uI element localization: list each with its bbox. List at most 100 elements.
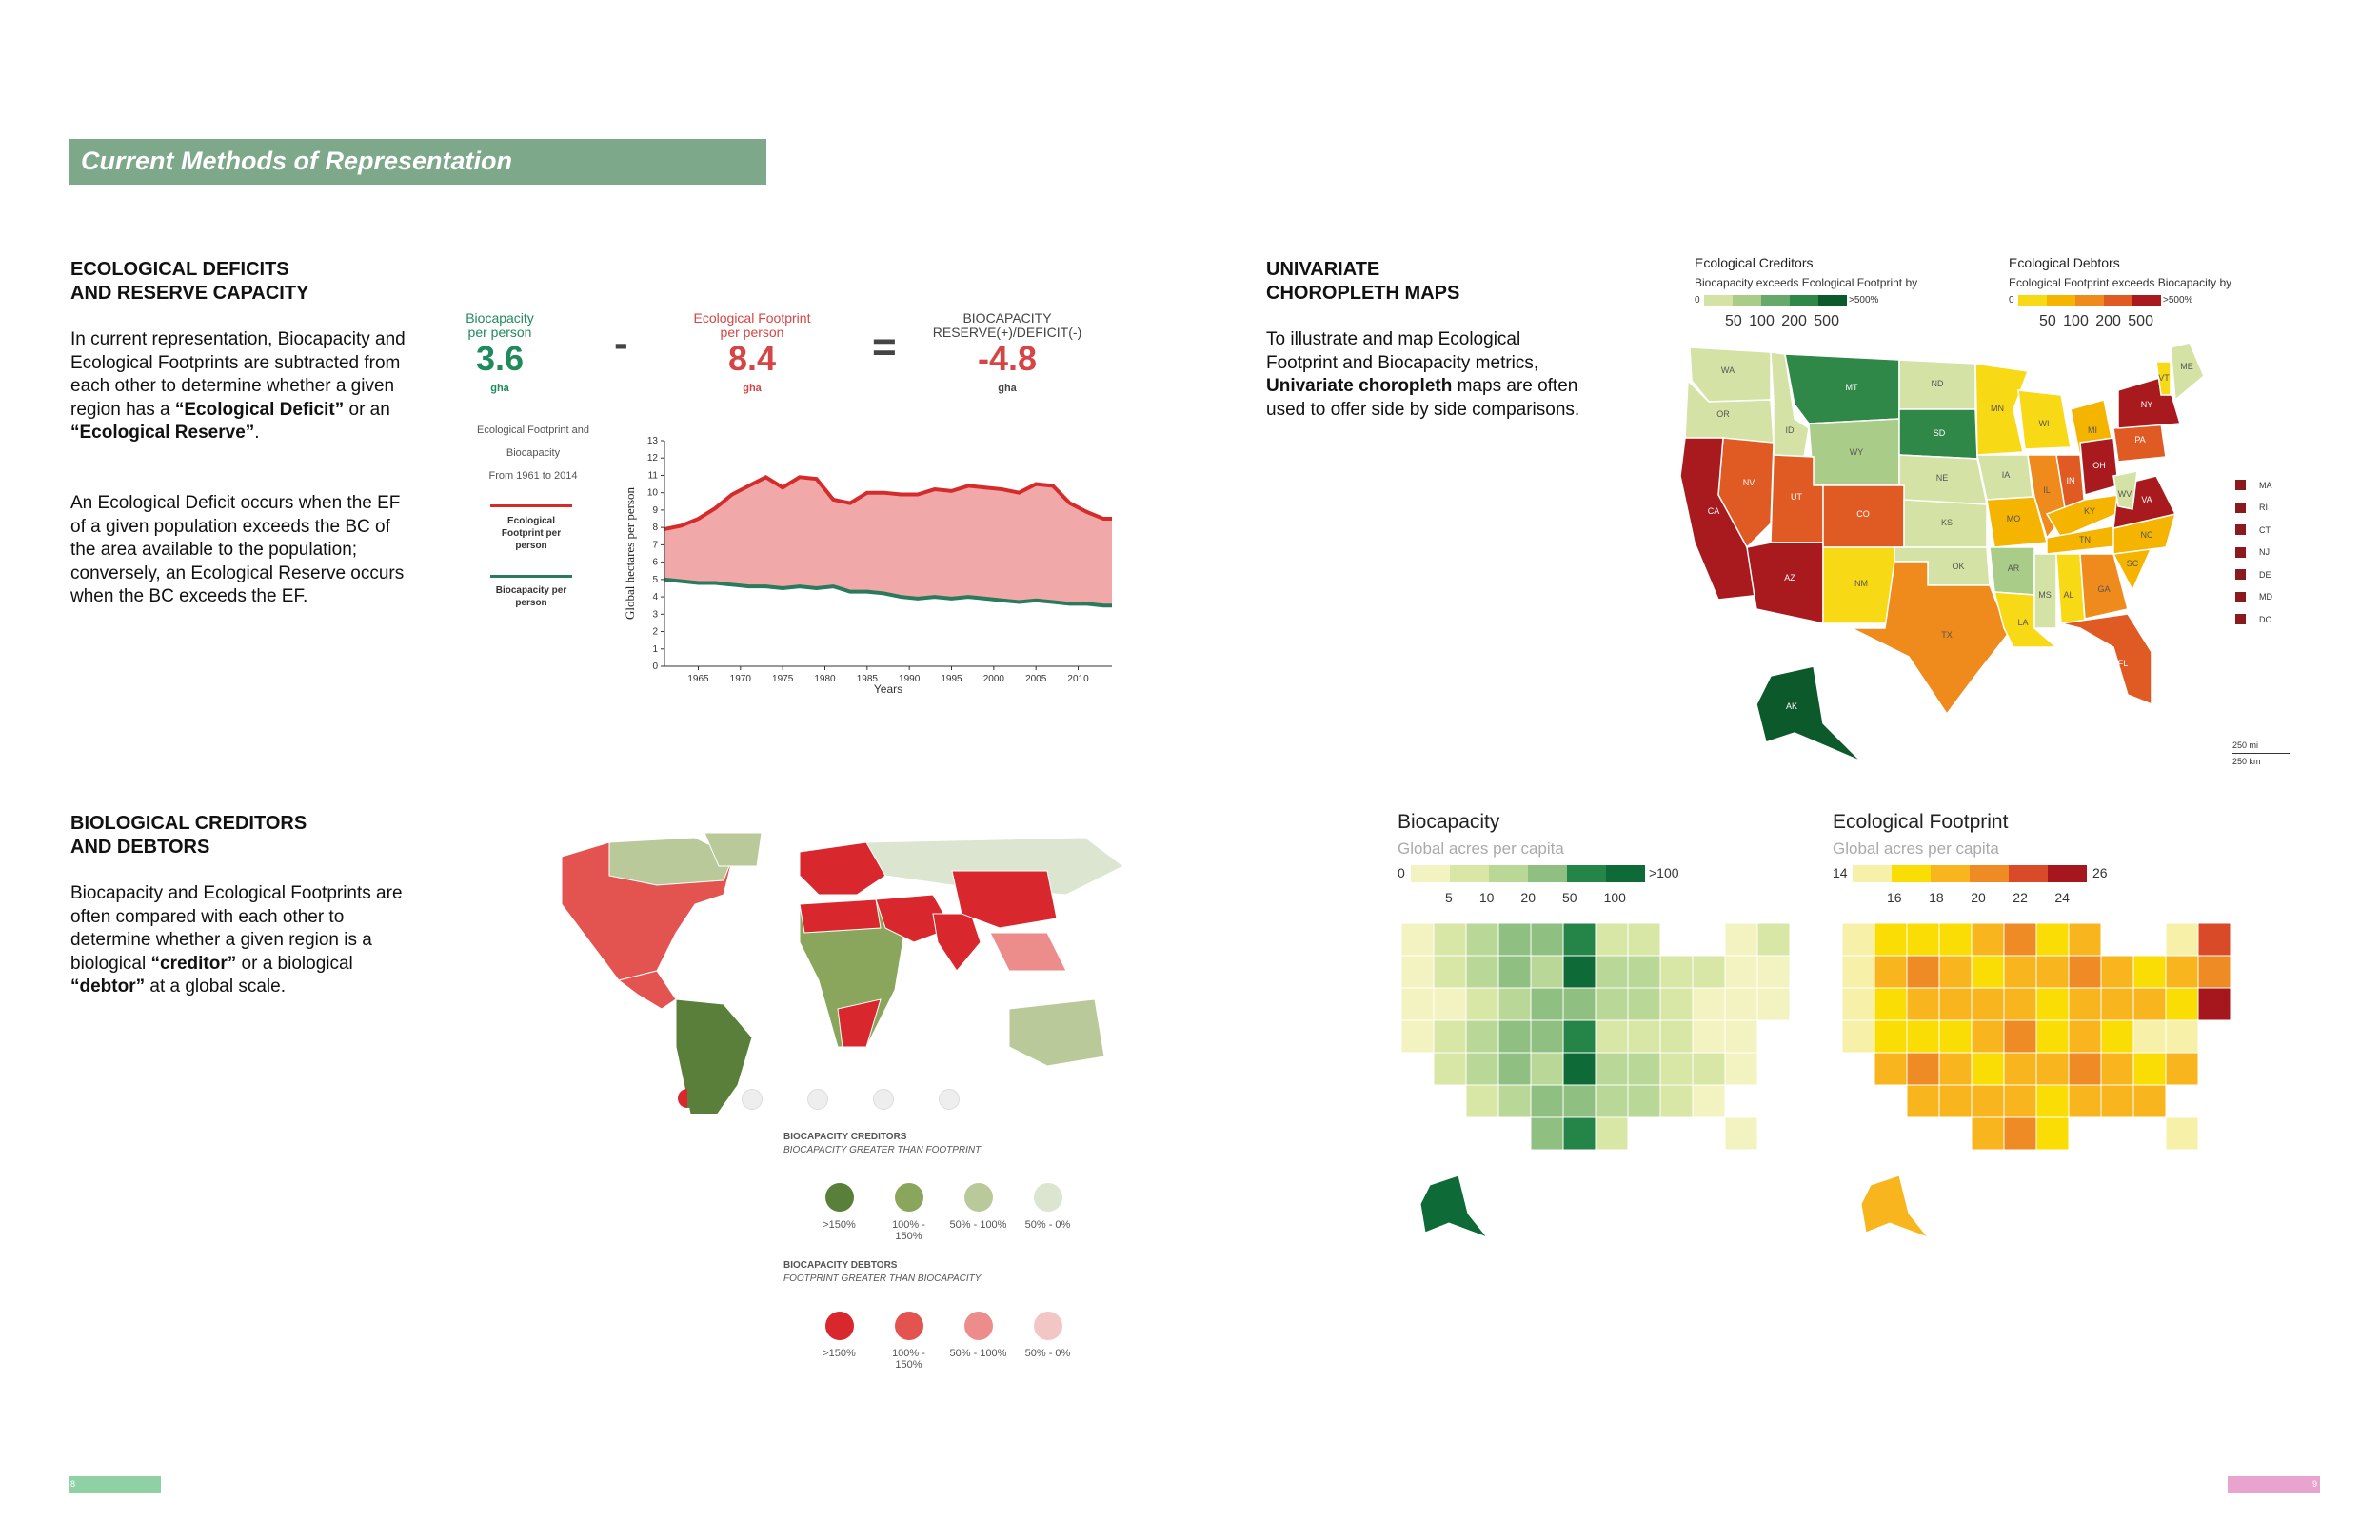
small-state-label: MD (2259, 592, 2272, 602)
legend-tick: 500 (1814, 313, 1839, 329)
footer-right-tab: 9 (2228, 1476, 2320, 1493)
footprint-value: 8.4 (727, 339, 777, 378)
legend-swatch (2104, 295, 2132, 306)
map-region (1465, 1019, 1499, 1054)
legend-circle-label: >150% (823, 1219, 856, 1231)
y-tick-label: 11 (648, 470, 659, 481)
small-state-label: RI (2259, 503, 2268, 513)
legend-tick: 200 (2095, 313, 2121, 329)
y-axis-label: Global hectares per person (623, 487, 637, 620)
x-tick-label: 2005 (1025, 674, 1047, 684)
legend-circle (1033, 1183, 1062, 1212)
state-label: SC (2127, 559, 2139, 568)
legend-swatch (1567, 865, 1606, 882)
map-region (1971, 1052, 2005, 1086)
small-states-legend: MA RI CT NJ DE MD DC (2235, 474, 2272, 631)
map-region (1497, 1052, 1532, 1086)
us-creditors-debtors-map: WA OR ID MT WY ND SD NE MN IA WI MI NV CA UT AZ CO NM KS OK… (1680, 343, 2205, 762)
state-label: ID (1786, 425, 1795, 435)
map-region (2132, 955, 2167, 989)
world-debtors-subtitle: FOOTPRINT GREATER THAN BIOCAPACITY (783, 1273, 982, 1284)
state-mt (1784, 353, 1900, 424)
map-region (2165, 955, 2199, 989)
text-bold: “debtor” (70, 977, 146, 997)
map-region (2132, 1019, 2167, 1054)
map-control-button[interactable] (678, 1089, 697, 1108)
map-region (2132, 1084, 2167, 1118)
state-label: CO (1856, 509, 1870, 519)
map-region (1874, 922, 1908, 957)
map-region (2003, 1084, 2037, 1118)
state-me (2170, 343, 2205, 402)
state-label: MO (2007, 514, 2021, 523)
creditors-paragraph: Biocapacity and Ecological Footprints ar… (70, 882, 415, 999)
map-region (2035, 922, 2070, 957)
map-region (1497, 922, 1532, 957)
map-region (2068, 1084, 2102, 1118)
map-region (1595, 1116, 1629, 1151)
deficits-paragraph-1: In current representation, Biocapacity a… (70, 328, 415, 445)
map-control-button[interactable] (873, 1089, 894, 1110)
small-state-label: NJ (2259, 547, 2270, 558)
map-region (1433, 922, 1467, 957)
state-label: FL (2118, 659, 2129, 668)
biocapacity-max-label: >100 (1649, 865, 1679, 880)
map-region (1756, 987, 1791, 1021)
map-region (1562, 955, 1597, 989)
map-region (1659, 1084, 1694, 1118)
legend-tick: 100 (1749, 313, 1775, 329)
world-region-india (932, 913, 982, 972)
x-tick-label: 1970 (730, 674, 752, 684)
bc-legend-label: Biocapacity per person (495, 585, 567, 608)
legend-circle-label: 50% - 0% (1024, 1219, 1071, 1231)
x-axis-label: Years (874, 682, 902, 696)
legend-swatch (1790, 295, 1818, 306)
debtors-color-bar (2018, 295, 2161, 306)
y-tick-label: 5 (652, 575, 658, 585)
map-region (1497, 955, 1532, 989)
state-label: MT (1846, 383, 1858, 392)
legend-tick: 18 (1929, 890, 1944, 905)
biocapacity-us-map (1400, 922, 1791, 1239)
y-tick-label: 0 (652, 661, 658, 672)
section-title-creditors: BIOLOGICAL CREDITORS AND DEBTORS (70, 813, 307, 858)
state-label: IA (2002, 470, 2011, 480)
state-fl (2060, 613, 2152, 706)
biocapacity-line (664, 577, 1112, 608)
map-region (1692, 1052, 1726, 1086)
map-region (2068, 1019, 2102, 1054)
creditors-legend-subtitle: Biocapacity exceeds Ecological Footprint… (1695, 276, 1918, 289)
map-control-button[interactable] (742, 1089, 763, 1110)
y-tick-label: 12 (647, 453, 659, 464)
small-state-swatch (2235, 591, 2246, 602)
legend-tick: 24 (2054, 890, 2070, 905)
map-region (1692, 1019, 1726, 1054)
state-label: GA (2097, 584, 2110, 594)
minus-operator: - (614, 320, 628, 366)
legend-swatch (1818, 295, 1847, 306)
map-region (1400, 922, 1435, 957)
map-control-button[interactable] (807, 1089, 828, 1110)
section-title-choropleth: UNIVARIATE CHOROPLETH MAPS (1266, 259, 1460, 304)
text-bold: “creditor” (150, 953, 237, 974)
creditors-zero-label: 0 (1695, 295, 1700, 306)
world-creditors-subtitle: BIOCAPACITY GREATER THAN FOOTPRINT (783, 1145, 982, 1155)
map-control-button[interactable] (939, 1089, 960, 1110)
world-region-southern-africa (837, 998, 882, 1048)
text-bold: Univariate choropleth (1266, 376, 1453, 396)
map-region (1841, 922, 1875, 957)
legend-tick: 500 (2128, 313, 2153, 329)
map-region (1692, 955, 1726, 989)
state-ak (1755, 665, 1862, 762)
map-region (1562, 1052, 1597, 1086)
legend-circle-label: 100% - 150% (892, 1219, 925, 1242)
map-region (2197, 922, 2231, 957)
small-state-label: MA (2259, 480, 2272, 490)
state-label: MS (2038, 590, 2052, 600)
map-region (1659, 1052, 1694, 1086)
footprint-map-subtitle: Global acres per capita (1833, 839, 1999, 858)
map-region (1530, 1019, 1564, 1054)
state-label: WA (1721, 365, 1735, 375)
state-label: MN (1991, 404, 2004, 413)
state-label: AR (2008, 563, 2020, 573)
